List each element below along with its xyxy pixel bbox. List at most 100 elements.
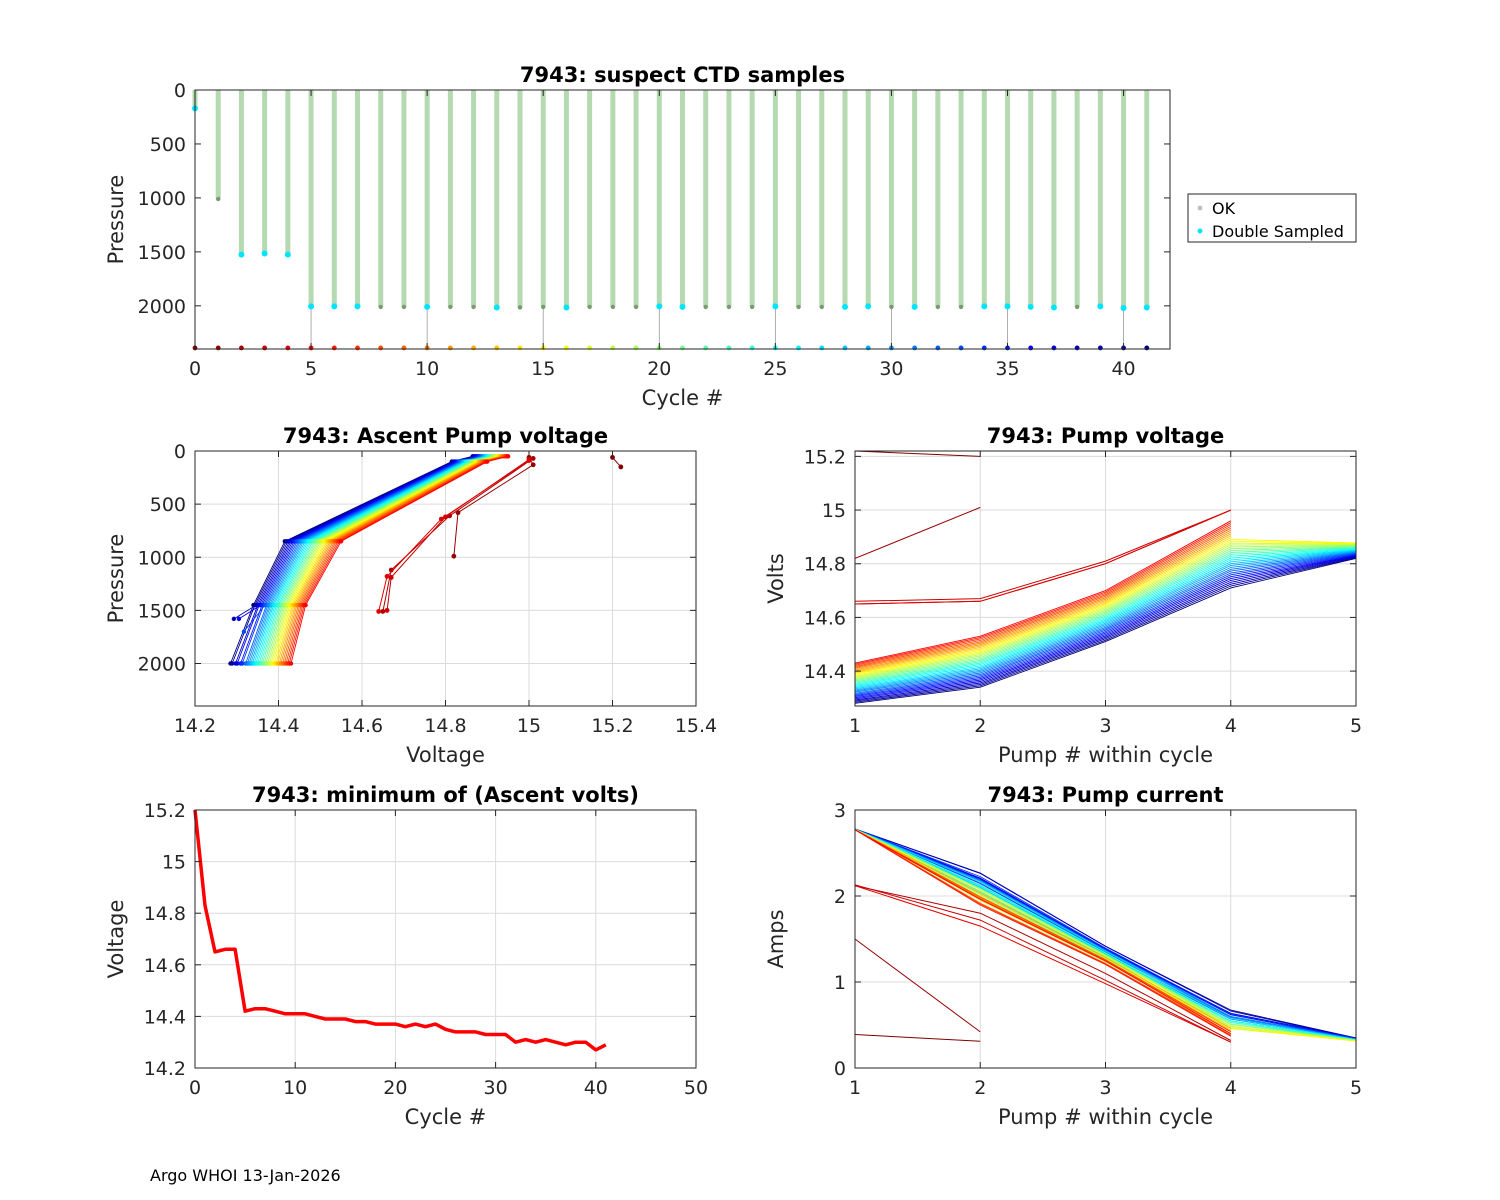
- chart-title: 7943: Ascent Pump voltage: [283, 424, 608, 448]
- deepest-sample: [587, 304, 592, 310]
- ascent-profile: [378, 460, 530, 612]
- deepest-sample: [216, 196, 221, 202]
- plot-marks: [193, 809, 607, 1052]
- legend-box: [1187, 193, 1357, 243]
- y-tick-label: 1500: [138, 600, 186, 622]
- x-tick-label: 10: [283, 1077, 307, 1099]
- pump-current-line: [854, 828, 1357, 1039]
- pump-voltage-line: [855, 549, 1356, 689]
- pump-voltage-line: [855, 520, 1232, 664]
- x-tick-label: 14.4: [257, 715, 299, 737]
- pump-voltage-line: [855, 554, 1356, 699]
- axes-frame: [194, 809, 697, 1069]
- cycle-color-marker: [262, 345, 268, 351]
- y-axis-label: Volts: [764, 553, 788, 604]
- double-sampled-point: [1120, 304, 1127, 311]
- x-axis-label: Voltage: [406, 743, 485, 767]
- x-tick-label: 35: [995, 358, 1019, 380]
- double-sampled-point: [656, 303, 663, 310]
- cycle-color-marker: [633, 345, 639, 351]
- cycle-color-marker: [958, 345, 964, 351]
- pump-voltage-line: [855, 557, 1356, 703]
- cycle-color-marker: [912, 345, 918, 351]
- ascent-point: [505, 454, 511, 459]
- double-sampled-point: [911, 303, 918, 310]
- pump-current-line: [854, 828, 1357, 1041]
- pump-voltage-line: [855, 545, 1356, 681]
- pump-voltage-line: [855, 553, 1356, 696]
- y-tick-label: 14.2: [144, 1058, 186, 1080]
- x-tick-label: 15.4: [675, 715, 717, 737]
- double-sampled-point: [493, 304, 500, 311]
- deepest-sample: [703, 304, 708, 310]
- cycle-color-marker: [796, 345, 801, 351]
- pump-voltage-line: [855, 555, 1356, 700]
- pump-current-line: [854, 829, 1357, 1042]
- pump-voltage-line: [855, 553, 1356, 695]
- ascent-point: [451, 553, 457, 559]
- y-tick-label: 14.4: [804, 661, 846, 683]
- x-tick-label: 50: [684, 1077, 708, 1099]
- chart-pumpv: 1 2 3 4 5 14.4 14.6 14.8 15 15.2 7943: Pump voltag…: [764, 424, 1362, 767]
- y-tick-label: 0: [834, 1058, 846, 1080]
- cycle-color-marker: [447, 345, 453, 351]
- ascent-point: [241, 629, 247, 634]
- cycle-color-marker: [587, 345, 593, 351]
- ascent-point: [235, 661, 240, 666]
- double-sampled-point: [261, 250, 268, 257]
- plot-marks: [854, 828, 1357, 1043]
- pump-voltage-line: [855, 535, 1232, 673]
- y-tick-label: 2: [834, 886, 846, 908]
- double-sampled-point: [354, 303, 361, 310]
- ascent-point: [380, 609, 386, 614]
- double-sampled-point: [284, 251, 291, 258]
- x-axis-label: Pump # within cycle: [998, 743, 1213, 767]
- cycle-color-marker: [285, 345, 291, 351]
- x-tick-label: 40: [584, 1077, 608, 1099]
- y-tick-label: 0: [174, 441, 186, 463]
- pump-current-line: [854, 938, 981, 1033]
- pump-voltage-line: [855, 451, 981, 457]
- double-sampled-point: [679, 303, 686, 310]
- x-tick-label: 3: [1099, 1077, 1111, 1099]
- x-tick-label: 3: [1099, 715, 1111, 737]
- pump-voltage-line: [855, 533, 1232, 672]
- y-axis-label: Voltage: [104, 900, 128, 979]
- ascent-point: [376, 609, 382, 614]
- cycle-color-marker: [494, 345, 500, 351]
- legend-marker: [1197, 205, 1203, 211]
- double-sampled-point: [1143, 304, 1150, 311]
- y-tick-label: 2000: [138, 296, 186, 318]
- pump-voltage-line: [855, 544, 1356, 680]
- deepest-sample: [610, 304, 616, 310]
- deepest-sample: [726, 304, 732, 310]
- y-axis-label: Amps: [764, 909, 788, 968]
- pump-current-line: [854, 885, 1232, 1043]
- cycle-color-marker: [610, 345, 616, 351]
- y-tick-label: 14.6: [804, 607, 846, 629]
- legend-label: Double Sampled: [1212, 222, 1344, 241]
- x-tick-label: 2: [974, 715, 986, 737]
- deepest-sample: [935, 304, 941, 310]
- y-tick-label: 15.2: [804, 446, 846, 468]
- cycle-color-marker: [842, 345, 848, 351]
- x-tick-label: 20: [647, 358, 671, 380]
- y-tick-label: 14.8: [804, 554, 846, 576]
- chart-ascent: 14.2 14.4 14.6 14.8 15 15.2 15.4 0 500 1000 1500 20…: [104, 424, 717, 767]
- pump-current-line: [854, 829, 1232, 1037]
- y-tick-label: 14.4: [144, 1006, 186, 1028]
- double-sampled-point: [1004, 303, 1011, 310]
- ascent-point: [303, 602, 308, 608]
- cycle-color-marker: [865, 345, 871, 351]
- x-tick-label: 15: [517, 715, 541, 737]
- cycle-color-marker: [1028, 345, 1034, 351]
- plot-marks: [228, 454, 624, 666]
- y-tick-label: 1500: [138, 242, 186, 264]
- ascent-point: [618, 464, 624, 470]
- cycle-color-marker: [819, 345, 825, 351]
- ascent-point: [530, 462, 536, 468]
- deepest-sample: [889, 304, 894, 310]
- x-tick-label: 14.6: [341, 715, 383, 737]
- ascent-point: [231, 616, 237, 622]
